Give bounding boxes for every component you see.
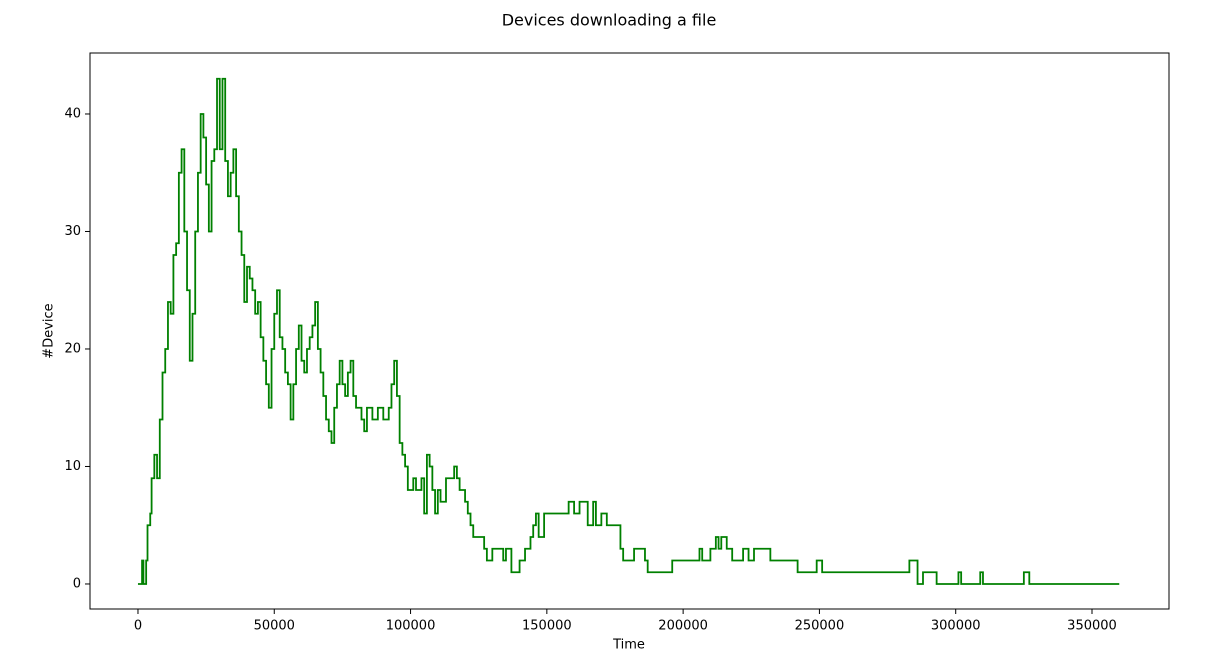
y-tick-label: 10 <box>64 459 81 474</box>
y-tick-label: 20 <box>64 341 81 356</box>
plot-frame <box>89 52 1170 610</box>
x-tick-label: 150000 <box>522 619 572 634</box>
y-tick-label: 30 <box>64 224 81 239</box>
x-tick-label: 100000 <box>386 619 436 634</box>
x-tick-label: 0 <box>134 619 142 634</box>
x-tick-label: 200000 <box>658 619 708 634</box>
y-tick-label: 40 <box>64 106 81 121</box>
x-tick-label: 350000 <box>1067 619 1117 634</box>
x-tick-label: 300000 <box>931 619 981 634</box>
x-axis-label: Time <box>612 638 645 653</box>
chart-title: Devices downloading a file <box>502 11 717 30</box>
x-tick-label: 50000 <box>254 619 295 634</box>
y-axis-label: #Device <box>42 303 57 358</box>
x-tick-label: 250000 <box>795 619 845 634</box>
y-tick-label: 0 <box>73 576 81 591</box>
data-line <box>137 77 1120 585</box>
